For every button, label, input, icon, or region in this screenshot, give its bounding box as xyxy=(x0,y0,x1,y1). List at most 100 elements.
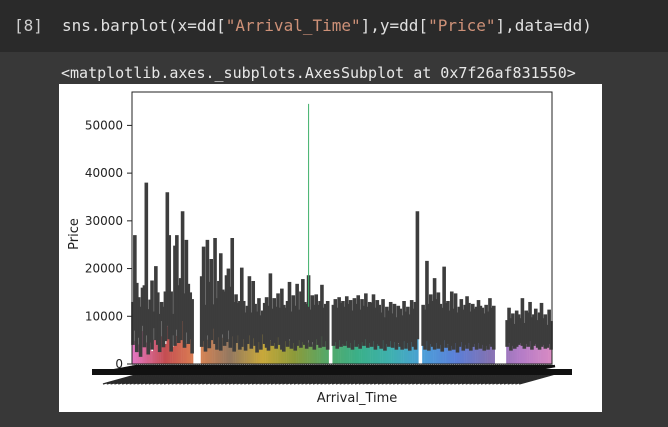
bar xyxy=(515,335,518,364)
bar xyxy=(477,339,480,364)
bar xyxy=(550,336,553,364)
code-suffix: ],data=dd) xyxy=(495,16,592,35)
bar xyxy=(464,335,467,364)
y-tick-label: 30000 xyxy=(85,214,123,228)
bar xyxy=(385,334,389,364)
bar xyxy=(187,339,190,364)
bar xyxy=(214,343,217,364)
bar xyxy=(439,340,442,364)
bar xyxy=(479,336,482,364)
bar xyxy=(258,338,261,364)
bar xyxy=(212,325,215,364)
bar xyxy=(164,343,167,364)
bar xyxy=(510,338,513,364)
bar xyxy=(534,336,537,364)
code-input[interactable]: sns.barplot(x=dd["Arrival_Time"],y=dd["P… xyxy=(62,14,592,38)
bar xyxy=(179,322,182,364)
bar xyxy=(162,334,165,364)
bar xyxy=(376,333,379,364)
bar xyxy=(422,336,425,364)
bar xyxy=(296,342,299,364)
bar xyxy=(525,335,528,364)
barplot-chart: 0 10000 20000 30000 40000 50000 Arrival_Time Pr… xyxy=(67,91,572,406)
bar xyxy=(519,335,522,364)
bar xyxy=(246,329,249,364)
bar xyxy=(540,335,543,364)
bar xyxy=(532,336,536,364)
bar xyxy=(156,342,159,364)
bar xyxy=(485,337,488,364)
bar xyxy=(343,336,347,364)
bar xyxy=(265,345,268,364)
bar xyxy=(172,346,175,364)
output-repr: <matplotlib.axes._subplots.AxesSubplot a… xyxy=(61,64,576,82)
bar xyxy=(506,336,509,364)
bar xyxy=(219,345,222,364)
bar xyxy=(221,337,224,364)
code-cell[interactable]: [8] sns.barplot(x=dd["Arrival_Time"],y=d… xyxy=(0,0,668,52)
bar xyxy=(405,335,408,364)
bar xyxy=(363,335,366,364)
bar xyxy=(280,342,284,364)
y-tick-label: 10000 xyxy=(85,309,123,323)
bar xyxy=(301,337,305,364)
bar xyxy=(170,341,173,364)
bar xyxy=(183,334,186,364)
bar xyxy=(458,342,461,364)
bar xyxy=(300,333,303,364)
bar xyxy=(380,343,383,364)
bar xyxy=(174,333,177,364)
bar xyxy=(227,339,230,364)
cell-prompt: [8] xyxy=(14,16,43,35)
bar xyxy=(141,331,144,364)
bar xyxy=(223,330,226,364)
bar xyxy=(153,339,156,364)
bar xyxy=(437,342,440,364)
bar xyxy=(374,345,377,364)
bar xyxy=(267,339,270,364)
bar xyxy=(523,336,526,364)
code-prefix: sns.barplot(x=dd[ xyxy=(62,16,226,35)
bar xyxy=(177,343,180,364)
bar xyxy=(340,333,343,364)
bar xyxy=(206,339,209,364)
bar xyxy=(452,340,455,364)
bar xyxy=(317,335,320,364)
y-tick-label: 0 xyxy=(115,357,123,371)
bar xyxy=(342,334,345,364)
bar xyxy=(322,341,326,364)
bar xyxy=(225,341,228,364)
bar xyxy=(401,340,404,364)
bar xyxy=(229,333,232,364)
bar xyxy=(303,335,306,364)
code-mid: ],y=dd[ xyxy=(360,16,429,35)
bar xyxy=(319,338,322,364)
y-axis-label: Price xyxy=(67,218,82,250)
bar xyxy=(307,342,310,364)
bar xyxy=(200,341,203,364)
bar xyxy=(273,335,276,364)
bar xyxy=(408,339,411,364)
code-string-price: "Price" xyxy=(428,16,496,35)
bar xyxy=(389,333,392,364)
bar xyxy=(132,334,135,364)
bar xyxy=(286,340,289,364)
code-string-arrival-time: "Arrival_Time" xyxy=(225,16,361,35)
bar xyxy=(208,335,211,364)
bar xyxy=(450,340,453,364)
y-tick-label: 20000 xyxy=(85,262,123,276)
bar xyxy=(469,341,473,364)
bar xyxy=(277,330,280,364)
bar xyxy=(261,330,264,364)
bar xyxy=(133,341,137,364)
bar xyxy=(185,343,188,364)
bar xyxy=(259,344,263,364)
bar xyxy=(431,344,434,364)
bar xyxy=(429,332,432,364)
bar xyxy=(490,338,494,364)
bar xyxy=(435,338,438,364)
x-tick-label-smudge xyxy=(92,369,572,375)
bar xyxy=(387,331,390,364)
plot-figure: 0 10000 20000 30000 40000 50000 Arrival_Time Pr… xyxy=(59,84,602,412)
bar xyxy=(290,334,293,364)
